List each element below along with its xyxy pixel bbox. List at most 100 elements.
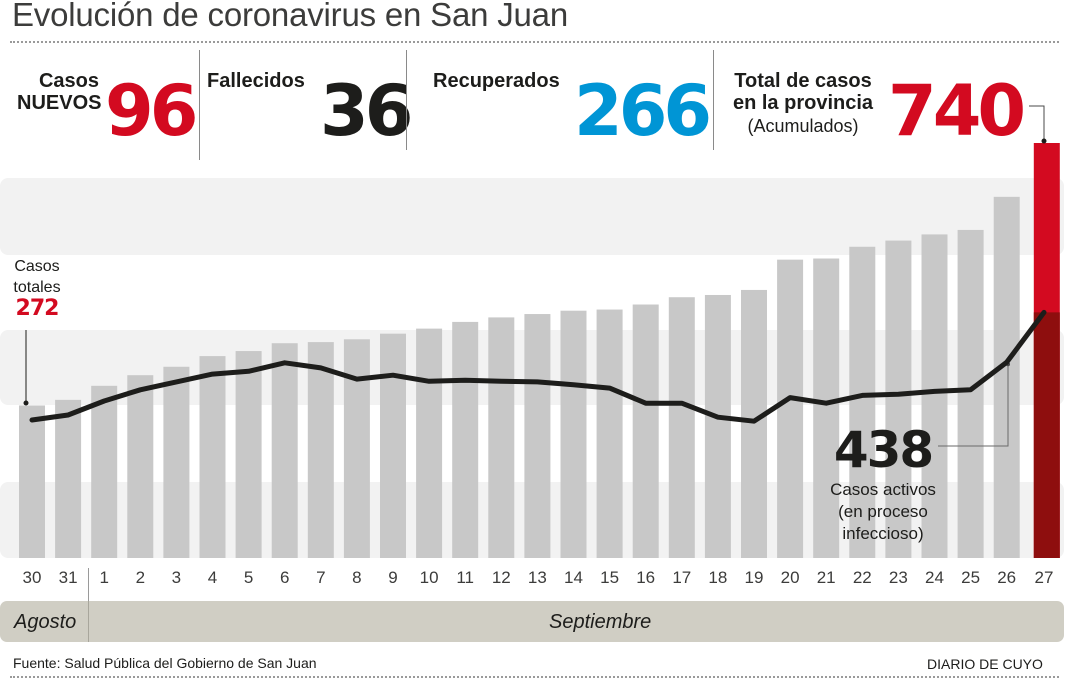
bar <box>127 375 154 558</box>
active-annotation: 438 Casos activos (en proceso infeccioso… <box>818 421 948 545</box>
source-note: Fuente: Salud Pública del Gobierno de Sa… <box>13 655 317 671</box>
x-tick-label: 24 <box>925 568 944 587</box>
bar <box>777 259 804 558</box>
x-tick-label: 13 <box>527 568 547 587</box>
x-tick-label: 26 <box>997 568 1017 587</box>
bar <box>704 294 731 558</box>
x-tick-label: 8 <box>352 568 362 587</box>
x-tick-label: 6 <box>279 568 290 587</box>
x-tick-label: 1 <box>99 568 109 587</box>
bar <box>380 333 406 558</box>
bar <box>885 240 912 558</box>
new-cases-value: 96 <box>105 70 198 152</box>
new-cases-label-line1: Casos <box>38 70 99 92</box>
x-tick-label: 9 <box>388 568 398 587</box>
x-tick-label: 2 <box>135 568 146 587</box>
x-tick-label: 25 <box>961 568 981 587</box>
bar <box>416 328 443 558</box>
x-tick-label: 10 <box>419 568 439 587</box>
bar <box>163 366 190 558</box>
x-tick-label: 14 <box>564 568 583 587</box>
x-tick-label: 4 <box>207 568 218 587</box>
bar <box>596 309 623 558</box>
x-tick-label: 11 <box>456 568 475 587</box>
stat-divider <box>406 50 407 150</box>
total-sublabel: (Acumulados) <box>747 116 859 136</box>
bar <box>235 351 262 558</box>
new-cases-label: Casos NUEVOS <box>17 70 102 114</box>
bar <box>452 321 479 558</box>
total-connector <box>1029 105 1045 141</box>
bar <box>271 343 298 558</box>
total-label: Total de casos en la provincia (Acumulad… <box>722 70 884 138</box>
x-tick-label: 20 <box>780 568 800 587</box>
recovered-label: Recuperados <box>433 70 560 92</box>
x-tick-label: 18 <box>708 568 728 587</box>
month-august: Agosto <box>14 611 77 633</box>
total-value: 740 <box>888 70 1026 152</box>
active-annotation-line2: (en proceso <box>838 502 928 521</box>
bar <box>849 246 876 558</box>
start-annotation-line1: Casos <box>14 258 60 275</box>
page-title: Evolución de coronavirus en San Juan <box>12 0 568 33</box>
bar <box>91 385 118 558</box>
month-september: Septiembre <box>549 611 652 633</box>
x-tick-label: 19 <box>744 568 764 587</box>
active-annotation-value: 438 <box>833 421 934 479</box>
active-connector <box>938 364 1009 447</box>
active-cases-line <box>29 309 1047 424</box>
bar <box>741 289 767 558</box>
bar <box>307 342 334 558</box>
x-tick-label: 12 <box>491 568 511 587</box>
x-tick-label: 16 <box>636 568 656 587</box>
background-band <box>0 178 1064 255</box>
recovered-value: 266 <box>574 70 712 152</box>
start-annotation-line2: totales <box>13 279 61 296</box>
x-tick-label: 23 <box>888 568 908 587</box>
x-tick-label: 3 <box>171 568 182 587</box>
start-annotation: Casos totales 272 <box>12 256 62 321</box>
x-tick-label: 15 <box>600 568 620 587</box>
top-divider <box>10 41 1059 43</box>
brand-label: DIARIO DE CUYO <box>927 656 1043 672</box>
stat-divider <box>199 50 200 160</box>
x-tick-label: 31 <box>58 568 78 587</box>
bar <box>957 229 984 559</box>
x-tick-label: 7 <box>316 568 326 587</box>
bar <box>668 297 695 558</box>
x-tick-label: 21 <box>816 568 836 587</box>
bar <box>199 356 226 558</box>
active-annotation-line3: infeccioso) <box>842 524 924 543</box>
start-annotation-value: 272 <box>15 296 60 321</box>
connectors <box>23 105 1047 447</box>
bar <box>19 405 45 558</box>
bar <box>993 196 1020 559</box>
x-tick-label: 5 <box>243 568 254 587</box>
bar <box>921 234 948 558</box>
bar <box>813 258 840 558</box>
x-tick-label: 30 <box>22 568 42 587</box>
bar <box>524 314 551 558</box>
bar <box>488 317 515 558</box>
total-connector-dot <box>1041 138 1047 144</box>
bar <box>560 310 587 558</box>
deaths-value: 36 <box>320 70 413 152</box>
bottom-divider <box>10 676 1059 678</box>
total-label-line2: en la provincia <box>732 92 874 114</box>
month-separator <box>88 601 89 642</box>
new-cases-label-line2: NUEVOS <box>17 92 102 114</box>
bar <box>55 399 82 558</box>
active-annotation-line1: Casos activos <box>830 480 936 499</box>
stat-divider <box>713 50 714 150</box>
x-tick-label: 17 <box>672 568 692 587</box>
start-connector-dot <box>23 400 29 406</box>
bar <box>632 304 659 558</box>
month-bar <box>0 601 1064 642</box>
x-tick-label: 27 <box>1034 568 1054 587</box>
chart-area <box>0 105 1064 559</box>
deaths-label: Fallecidos <box>207 70 305 92</box>
x-tick-label: 22 <box>852 568 872 587</box>
bar-highlight-active <box>1033 312 1060 558</box>
bar <box>343 339 370 558</box>
total-label-line1: Total de casos <box>734 70 872 92</box>
